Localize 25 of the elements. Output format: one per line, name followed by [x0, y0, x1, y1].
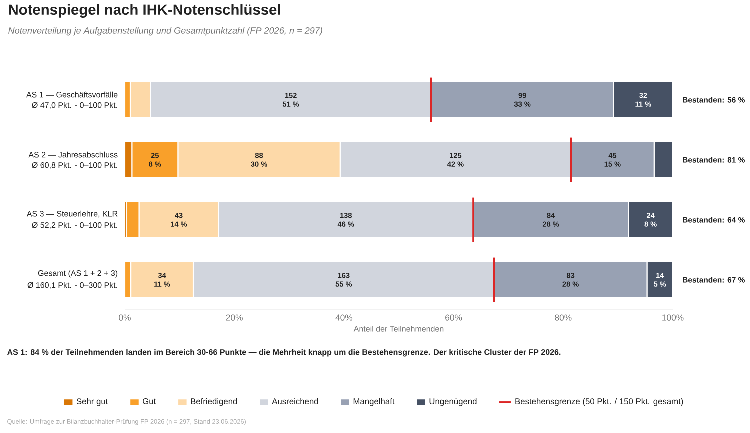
- legend-label: Ausreichend: [272, 398, 318, 405]
- x-tick-label: 20%: [226, 314, 243, 321]
- text: Ø 160,1 Pkt. - 0–300 Pkt.: [28, 282, 118, 290]
- chart-title: Notenspiegel nach IHK-Notenschlüssel: [9, 4, 280, 18]
- x-tick-label: 80%: [555, 314, 572, 321]
- x-tick-label: 0%: [119, 314, 131, 321]
- legend-label: Befriedigend: [191, 398, 238, 406]
- text: AS 1: 84 % der Teilnehmenden landen im Bereich 30-66 Punkte — die Mehrheit knapp um die Bestehensgrenze. Der kritische Cluster der FP 2026.: [7, 349, 561, 357]
- legend-label: Sehr gut: [76, 398, 108, 406]
- y-tick-label: AS 2 — Jahresabschluss: [28, 152, 118, 158]
- text: Ø 52,2 Pkt. - 0–100 Pkt.: [32, 222, 118, 230]
- chart-subtitle: Notenverteilung je Aufgabenstellung und Gesamtpunktzahl (FP 2026, n = 297): [8, 27, 322, 36]
- x-tick-label: 100%: [662, 314, 684, 321]
- x-tick-label: 60%: [446, 314, 462, 321]
- text: Ø 60,8 Pkt. - 0–100 Pkt.: [32, 162, 118, 170]
- legend-label: Mangelhaft: [354, 398, 395, 406]
- y-tick-label: AS 3 — Steuerlehre, KLR: [26, 210, 118, 218]
- x-axis-title: Anteil der Teilnehmenden: [354, 326, 444, 332]
- legend-label: Gut: [143, 398, 156, 404]
- y-tick-label: AS 1 — Geschäftsvorfälle: [26, 92, 118, 98]
- x-tick-label: 40%: [336, 314, 353, 321]
- legend-label: Bestehensgrenze (50 Pkt. / 150 Pkt. gesamt): [516, 398, 684, 406]
- y-tick-label: Gesamt (AS 1 + 2 + 3): [38, 270, 118, 278]
- text: Ø 47,0 Pkt. - 0–100 Pkt.: [32, 102, 118, 110]
- legend-label: Ungenügend: [430, 398, 477, 406]
